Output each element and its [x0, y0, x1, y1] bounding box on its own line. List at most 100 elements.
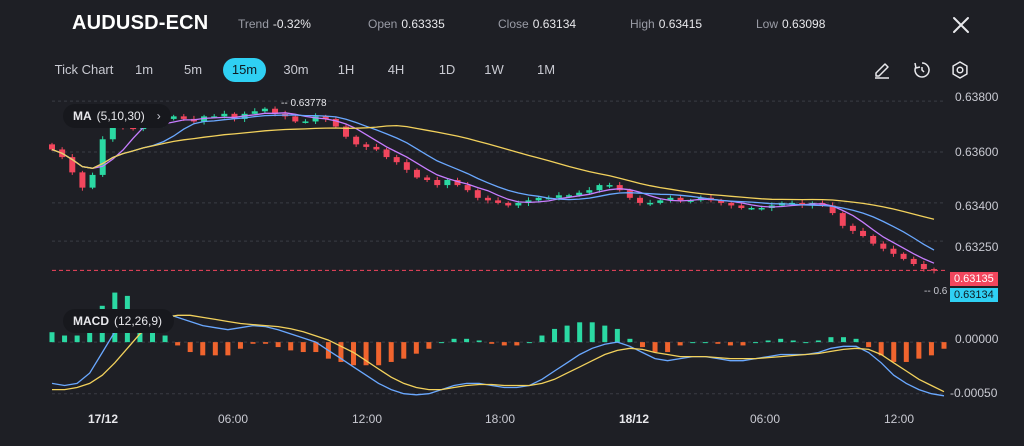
macd-histogram-bar — [815, 340, 821, 343]
candle-body — [332, 118, 339, 127]
tab-5m[interactable]: 5m — [183, 62, 203, 77]
macd-histogram-bar — [866, 342, 872, 348]
x-tick-label: 18:00 — [485, 412, 516, 426]
candle-body — [687, 200, 694, 202]
macd-histogram-bar — [652, 342, 658, 353]
candle-body — [444, 180, 451, 186]
macd-histogram-bar — [690, 342, 696, 344]
high-stat: High 0.63415 — [630, 17, 703, 31]
candle-body — [718, 200, 725, 203]
candle-body — [647, 202, 654, 205]
ma-indicator-pill[interactable]: MA (5,10,30) › — [63, 104, 171, 128]
candle-body — [251, 111, 258, 114]
tab-1w[interactable]: 1W — [484, 62, 504, 77]
macd-histogram-bar — [426, 342, 432, 349]
macd-histogram-bar — [589, 322, 595, 343]
candle-body — [535, 197, 542, 201]
x-tick-label: 06:00 — [218, 412, 249, 426]
tab-1h[interactable]: 1H — [337, 62, 355, 77]
settings-icon[interactable] — [950, 60, 970, 80]
macd-histogram-bar — [187, 342, 193, 353]
macd-histogram-bar — [401, 342, 407, 359]
tab-15m[interactable]: 15m — [223, 58, 266, 82]
candle-body — [343, 126, 349, 137]
candle-body — [393, 157, 400, 163]
macd-histogram-bar — [225, 342, 231, 356]
candle-body — [839, 213, 846, 226]
trend-stat: Trend -0.32% — [238, 17, 311, 31]
tab-4h[interactable]: 4H — [387, 62, 405, 77]
candle-body — [211, 116, 218, 118]
candle-body — [464, 185, 471, 191]
candle-body — [79, 172, 86, 188]
candle-body — [413, 169, 420, 178]
macd-histogram-bar — [351, 342, 357, 366]
pencil-icon[interactable] — [872, 60, 892, 80]
macd-histogram-bar — [288, 342, 294, 351]
candle-body — [170, 116, 177, 119]
low-stat: Low 0.63098 — [756, 17, 826, 31]
candle-body — [383, 149, 390, 158]
macd-histogram-bar — [639, 342, 645, 348]
candle-body — [495, 200, 502, 203]
candle-body — [109, 121, 116, 140]
candle-body — [261, 108, 268, 112]
candle-body — [657, 200, 664, 203]
tab-30m[interactable]: 30m — [283, 62, 309, 77]
macd-histogram-bar — [564, 325, 570, 343]
timer-icon[interactable] — [912, 60, 932, 80]
candle-body — [89, 174, 96, 188]
candle-body — [302, 121, 309, 123]
macd-histogram-bar — [853, 338, 859, 343]
candle-body — [49, 144, 55, 150]
y-tick-label: 0.63250 — [955, 240, 999, 254]
macd-histogram-bar — [577, 322, 583, 343]
y-tick-label: 0.63800 — [955, 90, 999, 104]
macd-histogram-bar — [526, 342, 532, 344]
macd-histogram-bar — [413, 342, 419, 354]
candle-body — [363, 144, 370, 147]
macd-histogram-bar — [677, 342, 683, 346]
tab-1m[interactable]: 1m — [134, 62, 154, 77]
candle-body — [596, 185, 603, 191]
macd-histogram-bar — [702, 342, 708, 344]
candle-body — [69, 157, 76, 173]
y-tick-label: 0.63400 — [955, 199, 999, 213]
bid-price-tag: 0.63135 — [950, 272, 998, 286]
candle-body — [373, 146, 380, 150]
candle-body — [860, 230, 867, 236]
high-marker-label: -- 0.63778 — [281, 98, 327, 109]
macd-histogram-bar — [539, 335, 545, 343]
tab-tick-chart[interactable]: Tick Chart — [54, 62, 114, 77]
x-tick-label: 12:00 — [884, 412, 915, 426]
macd-histogram-bar — [627, 338, 633, 343]
candle-body — [292, 116, 299, 122]
macd-histogram-bar — [740, 342, 746, 346]
candle-body — [434, 180, 441, 186]
macd-histogram-bar — [715, 342, 721, 344]
macd-histogram-bar — [514, 342, 520, 346]
macd-histogram-bar — [903, 342, 909, 362]
close-icon[interactable] — [950, 14, 972, 36]
tab-1d[interactable]: 1D — [438, 62, 456, 77]
candle-body — [626, 190, 633, 198]
macd-y-tick-label: -0.00050 — [950, 386, 998, 400]
macd-histogram-bar — [313, 342, 319, 353]
tab-1m-month[interactable]: 1M — [536, 62, 556, 77]
macd-histogram-bar — [840, 337, 846, 343]
macd-histogram-bar — [175, 342, 181, 346]
macd-indicator-pill[interactable]: MACD (12,26,9) — [63, 309, 175, 333]
macd-histogram-bar — [941, 342, 947, 349]
macd-histogram-bar — [602, 325, 608, 343]
candle-body — [231, 113, 238, 119]
candle-body — [728, 202, 735, 206]
symbol-title: AUDUSD-ECN — [72, 12, 209, 34]
x-tick-label: 12:00 — [352, 412, 383, 426]
macd-histogram-bar — [778, 338, 784, 343]
macd-histogram-bar — [464, 338, 470, 343]
ma10-line — [51, 114, 935, 251]
ma30-line — [51, 124, 935, 220]
macd-histogram-bar — [828, 337, 834, 343]
candle-body — [880, 243, 887, 249]
ask-price-tag: 0.63134 — [950, 288, 998, 302]
